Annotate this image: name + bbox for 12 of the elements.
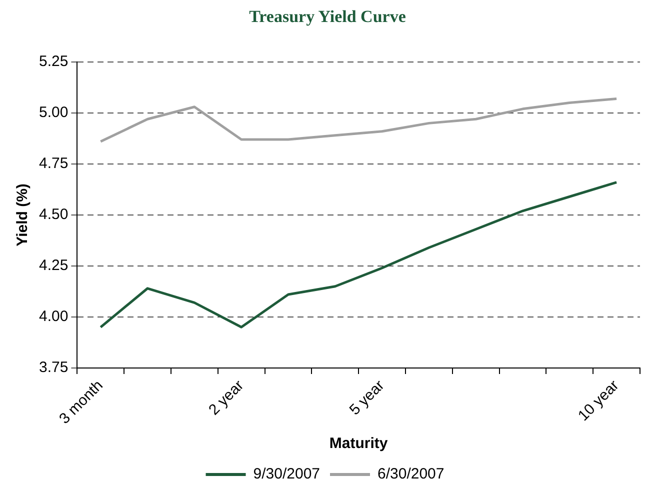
x-axis-title: Maturity [329, 435, 388, 452]
y-tick-label: 4.75 [38, 155, 68, 172]
y-tick-label: 4.25 [38, 257, 68, 274]
y-tick-label: 5.00 [38, 104, 68, 122]
chart-title: Treasury Yield Curve [248, 6, 407, 28]
legend-label: 6/30/2007 [378, 466, 444, 483]
y-axis-title: Yield (%) [14, 184, 32, 246]
y-tick-label: 5.25 [38, 53, 68, 70]
legend-label: 9/30/2007 [253, 466, 320, 483]
y-tick-label: 4.00 [38, 308, 68, 326]
y-tick-label: 4.50 [38, 206, 68, 224]
y-tick-label: 3.75 [38, 359, 68, 376]
